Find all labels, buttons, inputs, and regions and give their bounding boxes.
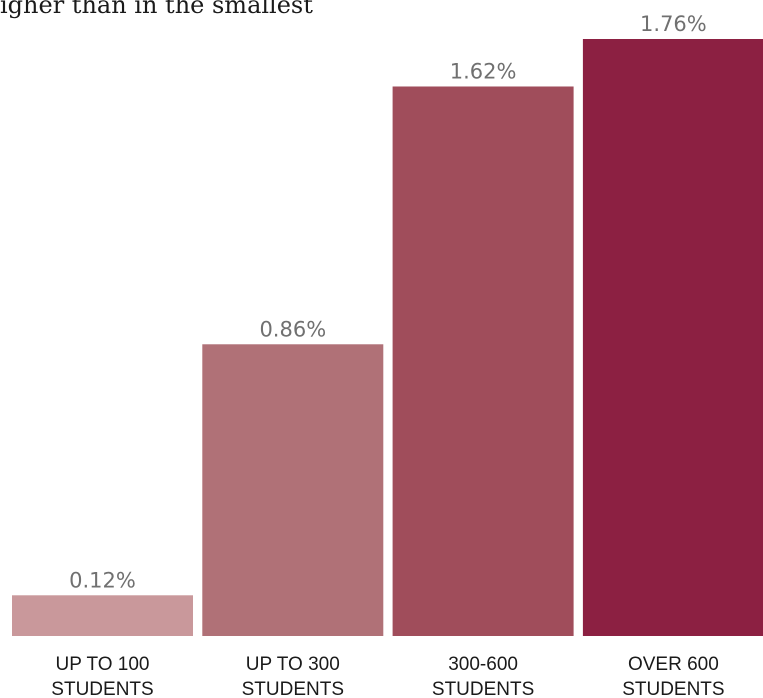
- category-label-4-line-1: OVER 600: [628, 654, 719, 675]
- bar-4: [582, 39, 763, 636]
- category-label-2-line-2: STUDENTS: [242, 679, 344, 698]
- category-label-2-line-1: UP TO 300: [246, 654, 340, 675]
- value-label-2: 0.86%: [259, 317, 326, 341]
- bar-2: [202, 344, 384, 636]
- category-label-1-line-2: STUDENTS: [51, 679, 153, 698]
- category-label-4-line-2: STUDENTS: [622, 679, 724, 698]
- bar-1: [12, 595, 193, 636]
- category-label-3-line-2: STUDENTS: [432, 679, 534, 698]
- value-label-1: 0.12%: [69, 568, 136, 592]
- chart-subtitle: igher than in the smallest: [0, 0, 313, 19]
- category-label-3-line-1: 300-600: [448, 654, 518, 675]
- category-label-1-line-1: UP TO 100: [55, 654, 149, 675]
- value-label-3: 1.62%: [450, 59, 517, 83]
- value-label-4: 1.76%: [640, 12, 707, 36]
- bar-3: [392, 86, 574, 636]
